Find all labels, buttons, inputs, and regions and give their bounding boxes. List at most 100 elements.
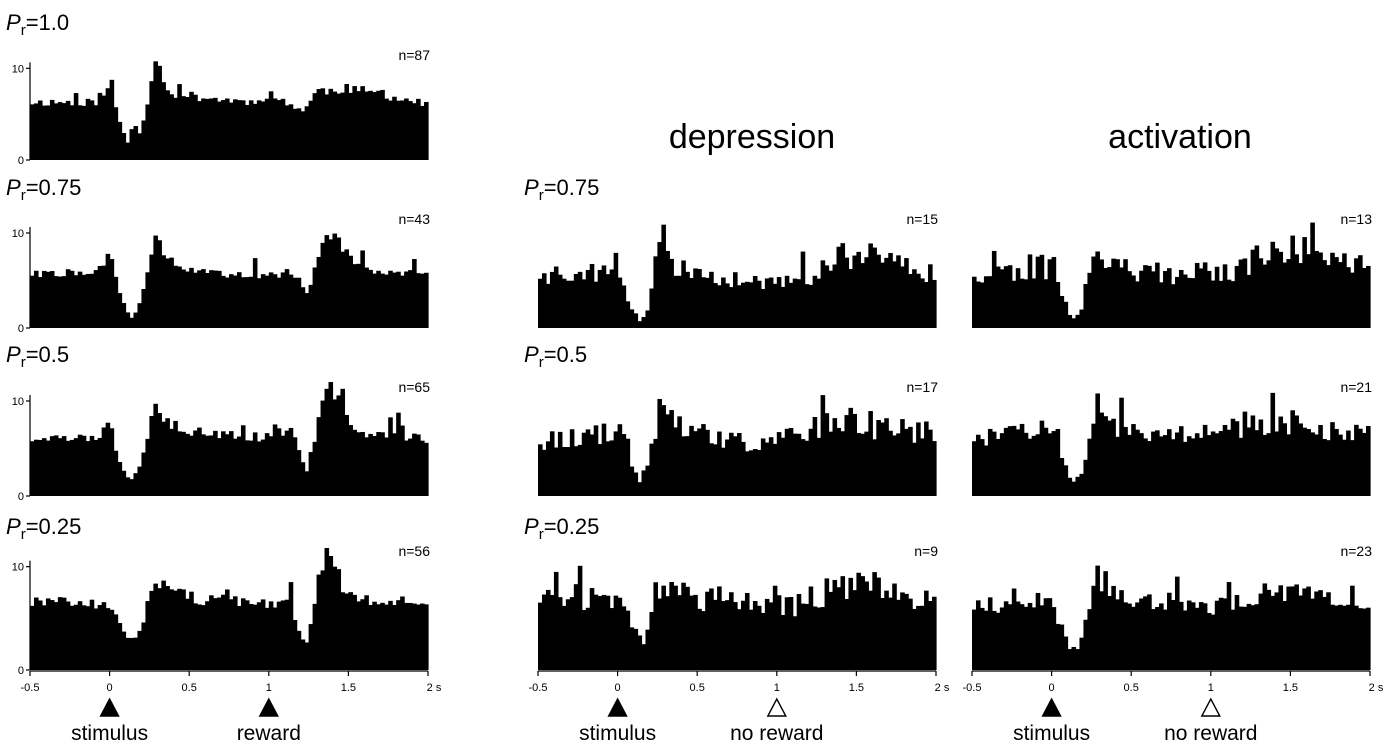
histogram-bar (261, 440, 266, 496)
histogram-bar (141, 622, 146, 670)
histogram-bar (1219, 431, 1224, 496)
histogram-bar (665, 596, 670, 670)
histogram-bar (661, 405, 666, 496)
histogram-bars (30, 61, 429, 160)
histogram-bar (801, 439, 806, 496)
histogram-bar (384, 275, 389, 328)
histogram-bar (685, 436, 690, 496)
histogram-bar (50, 436, 55, 496)
histogram-bar (122, 303, 127, 328)
probability-symbol: P (6, 342, 21, 367)
histogram-bar (1111, 259, 1116, 328)
histogram-bar (257, 441, 262, 496)
histogram-bar (360, 432, 365, 496)
x-tick-label: 1 (774, 682, 780, 694)
histogram-bar (876, 420, 881, 496)
histogram-bar (1338, 435, 1343, 496)
histogram-bar (1199, 438, 1204, 496)
histogram-bar (181, 589, 186, 670)
histogram-bar (189, 92, 194, 160)
histogram-bar (916, 422, 921, 496)
histogram-bar (801, 252, 806, 328)
x-tick-label: 0.5 (690, 682, 705, 694)
histogram-bar (42, 271, 47, 328)
histogram-bar (809, 429, 814, 496)
histogram-bar (257, 100, 262, 160)
histogram-bar (388, 601, 393, 670)
histogram-bar (205, 436, 210, 496)
histogram-bar (713, 283, 718, 328)
histogram-bar (1338, 262, 1343, 328)
filled-triangle-marker (260, 699, 278, 716)
histogram-bar (50, 271, 55, 328)
histogram-bar (578, 445, 583, 496)
histogram-bar (709, 588, 714, 670)
histogram-bar (1350, 273, 1355, 328)
histogram-bar (189, 268, 194, 328)
histogram-bar (181, 432, 186, 496)
histogram-bar (281, 436, 286, 496)
histogram-bar (884, 591, 889, 670)
histogram-bar (761, 613, 766, 670)
histogram-bar (996, 439, 1001, 496)
histogram-bar (761, 289, 766, 328)
histogram-bar (546, 441, 551, 496)
histogram-bar (976, 600, 981, 670)
histogram-bar (201, 98, 206, 160)
histogram-bar (908, 274, 913, 328)
histogram-bar (225, 278, 230, 328)
histogram-bar (864, 257, 869, 328)
histogram-bars (538, 566, 937, 670)
histogram-bar (709, 443, 714, 496)
histogram-bar (1127, 271, 1132, 328)
histogram-bar (558, 597, 563, 670)
histogram-bar (1191, 278, 1196, 328)
histogram-bar (1155, 607, 1160, 670)
histogram-bar (177, 267, 182, 328)
histogram-bar (729, 287, 734, 328)
histogram-bar (1119, 590, 1124, 670)
histogram-bar (364, 595, 369, 670)
histogram-bar (1290, 586, 1295, 670)
histogram-bar (685, 587, 690, 670)
histogram-bar (420, 274, 425, 328)
histogram-bar (193, 603, 198, 670)
histogram-bar (372, 274, 377, 328)
histogram-bar (610, 608, 615, 670)
histogram-bar (1119, 398, 1124, 496)
histogram-bar (1187, 601, 1192, 670)
histogram-bar (896, 255, 901, 328)
histogram-bar (209, 435, 214, 496)
histogram-bar (1362, 268, 1367, 328)
histogram-bar (626, 611, 631, 670)
histogram-bar (872, 439, 877, 496)
histogram-bar (94, 608, 99, 670)
histogram-bar (988, 276, 993, 328)
histogram-bar (416, 99, 421, 160)
histogram-bar (78, 105, 83, 160)
histogram-bar (1354, 606, 1359, 670)
histogram-bar (66, 601, 71, 670)
histogram-bar (602, 265, 607, 328)
histogram-bar (741, 601, 746, 670)
histogram-bar (348, 93, 353, 160)
probability-value: =0.75 (26, 175, 82, 200)
histogram-bar (1056, 282, 1061, 328)
histogram-bar (412, 259, 417, 328)
histogram-bar (1354, 425, 1359, 496)
histogram-bar (213, 598, 218, 670)
histogram-bar (1350, 440, 1355, 496)
histogram-bar (868, 243, 873, 328)
histogram-bar (408, 439, 413, 496)
histogram-bar (1243, 607, 1248, 670)
x-tick-label: -0.5 (963, 682, 982, 694)
histogram-bar (384, 605, 389, 670)
probability-value: =0.75 (544, 175, 600, 200)
histogram-bar (825, 578, 830, 670)
histogram-bar (1310, 432, 1315, 496)
histogram-bar (118, 623, 123, 670)
histogram-bar (137, 133, 142, 160)
histogram-bar (70, 271, 75, 328)
histogram-bar (364, 92, 369, 160)
histogram-bar (1187, 436, 1192, 496)
